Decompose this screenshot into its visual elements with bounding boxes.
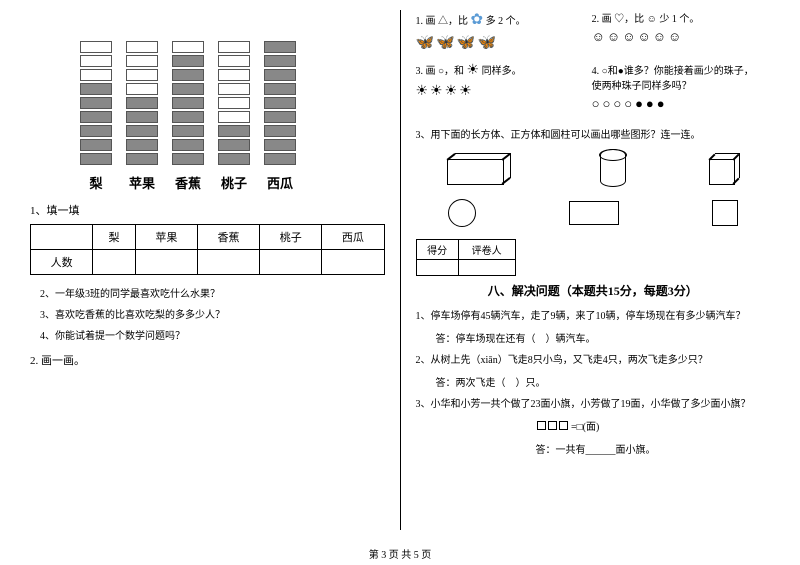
cube-icon (709, 153, 739, 183)
problem-1: 1、停车场停有45辆汽车，走了9辆，来了10辆，停车场现在有多少辆汽车？ (416, 307, 771, 322)
question-2: 2、一年级3班的同学最喜欢吃什么水果？ (30, 285, 385, 300)
score-header: 得分 (416, 240, 458, 260)
butterfly-icon: ✿ (471, 12, 484, 28)
solid-shapes-row (416, 149, 771, 187)
exercise-3: 3. 画 ○，和 ☀ 同样多。 ☀☀☀☀ (416, 62, 586, 116)
problem-1-answer: 答：停车场现在还有（ ）辆汽车。 (416, 330, 771, 345)
ex4-icons: ○○○○●●● (592, 96, 762, 112)
problem-3: 3、小华和小芳一共个做了23面小旗，小芳做了19面，小华做了多少面小旗？ (416, 395, 771, 410)
draw-title: 2. 画一画。 (30, 352, 385, 368)
ex1-icons: 🦋🦋🦋🦋 (416, 33, 586, 52)
problem-2-answer: 答：两次飞走（ ）只。 (416, 374, 771, 389)
cylinder-icon (600, 149, 626, 187)
problem-3-answer: 答：一共有______面小旗。 (416, 441, 771, 456)
cuboid-icon (447, 153, 517, 183)
score-table: 得分评卷人 (416, 239, 516, 276)
exercise-1: 1. 画 △，比 ✿ 多 2 个。 🦋🦋🦋🦋 (416, 10, 586, 56)
grader-cell (458, 260, 515, 276)
question-4: 4、你能试着提一个数学问题吗？ (30, 327, 385, 342)
equation-unit: =□(面) (571, 422, 599, 433)
page-footer: 第 3 页 共 5 页 (0, 546, 800, 561)
section-8-title: 八、解决问题（本题共15分，每题3分） (416, 282, 771, 299)
ex2-icons: ☺☺☺☺☺☺ (592, 29, 762, 45)
problem-3-equation: =□(面) (416, 418, 771, 433)
problem-2: 2、从树上先（xiān）飞走8只小鸟，又飞走4只，两次飞走多少只？ (416, 351, 771, 366)
column-divider (400, 10, 401, 530)
left-column: 梨苹果香蕉桃子西瓜 1、填一填 梨苹果香蕉桃子西瓜 人数 2、一年级3班的同学最… (20, 10, 395, 530)
shapes-question: 3、用下面的长方体、正方体和圆柱可以画出哪些图形？连一连。 (416, 126, 771, 141)
circle-icon (448, 199, 476, 227)
grader-header: 评卷人 (458, 240, 515, 260)
fill-title: 1、填一填 (30, 202, 385, 218)
bar-chart (80, 15, 385, 165)
ex3-text: 3. 画 ○，和 (416, 66, 465, 77)
sun-icon: ☀ (467, 63, 480, 78)
ex3-icons: ☀☀☀☀ (416, 83, 586, 100)
flat-shapes-row (416, 199, 771, 227)
rectangle-icon (569, 201, 619, 225)
chart-labels: 梨苹果香蕉桃子西瓜 (80, 173, 385, 192)
equation-boxes (476, 421, 569, 433)
ex1-tail: 多 2 个。 (486, 16, 526, 27)
drawing-exercises: 1. 画 △，比 ✿ 多 2 个。 🦋🦋🦋🦋 2. 画 ♡，比 ☺ 少 1 个。… (416, 10, 771, 116)
ex3-tail: 同样多。 (482, 66, 522, 77)
ex1-text: 1. 画 △，比 (416, 16, 469, 27)
exercise-4: 4. ○和●谁多？你能接着画少的珠子，使两种珠子同样多吗？ ○○○○●●● (592, 62, 762, 116)
score-cell (416, 260, 458, 276)
ex2-text: 2. 画 ♡，比 ☺ 少 1 个。 (592, 14, 700, 25)
exercise-2: 2. 画 ♡，比 ☺ 少 1 个。 ☺☺☺☺☺☺ (592, 10, 762, 56)
ex4-text: 4. ○和●谁多？你能接着画少的珠子，使两种珠子同样多吗？ (592, 66, 754, 92)
fruit-table: 梨苹果香蕉桃子西瓜 人数 (30, 224, 385, 275)
question-3: 3、喜欢吃香蕉的比喜欢吃梨的多多少人？ (30, 306, 385, 321)
square-icon (712, 200, 738, 226)
right-column: 1. 画 △，比 ✿ 多 2 个。 🦋🦋🦋🦋 2. 画 ♡，比 ☺ 少 1 个。… (406, 10, 781, 530)
